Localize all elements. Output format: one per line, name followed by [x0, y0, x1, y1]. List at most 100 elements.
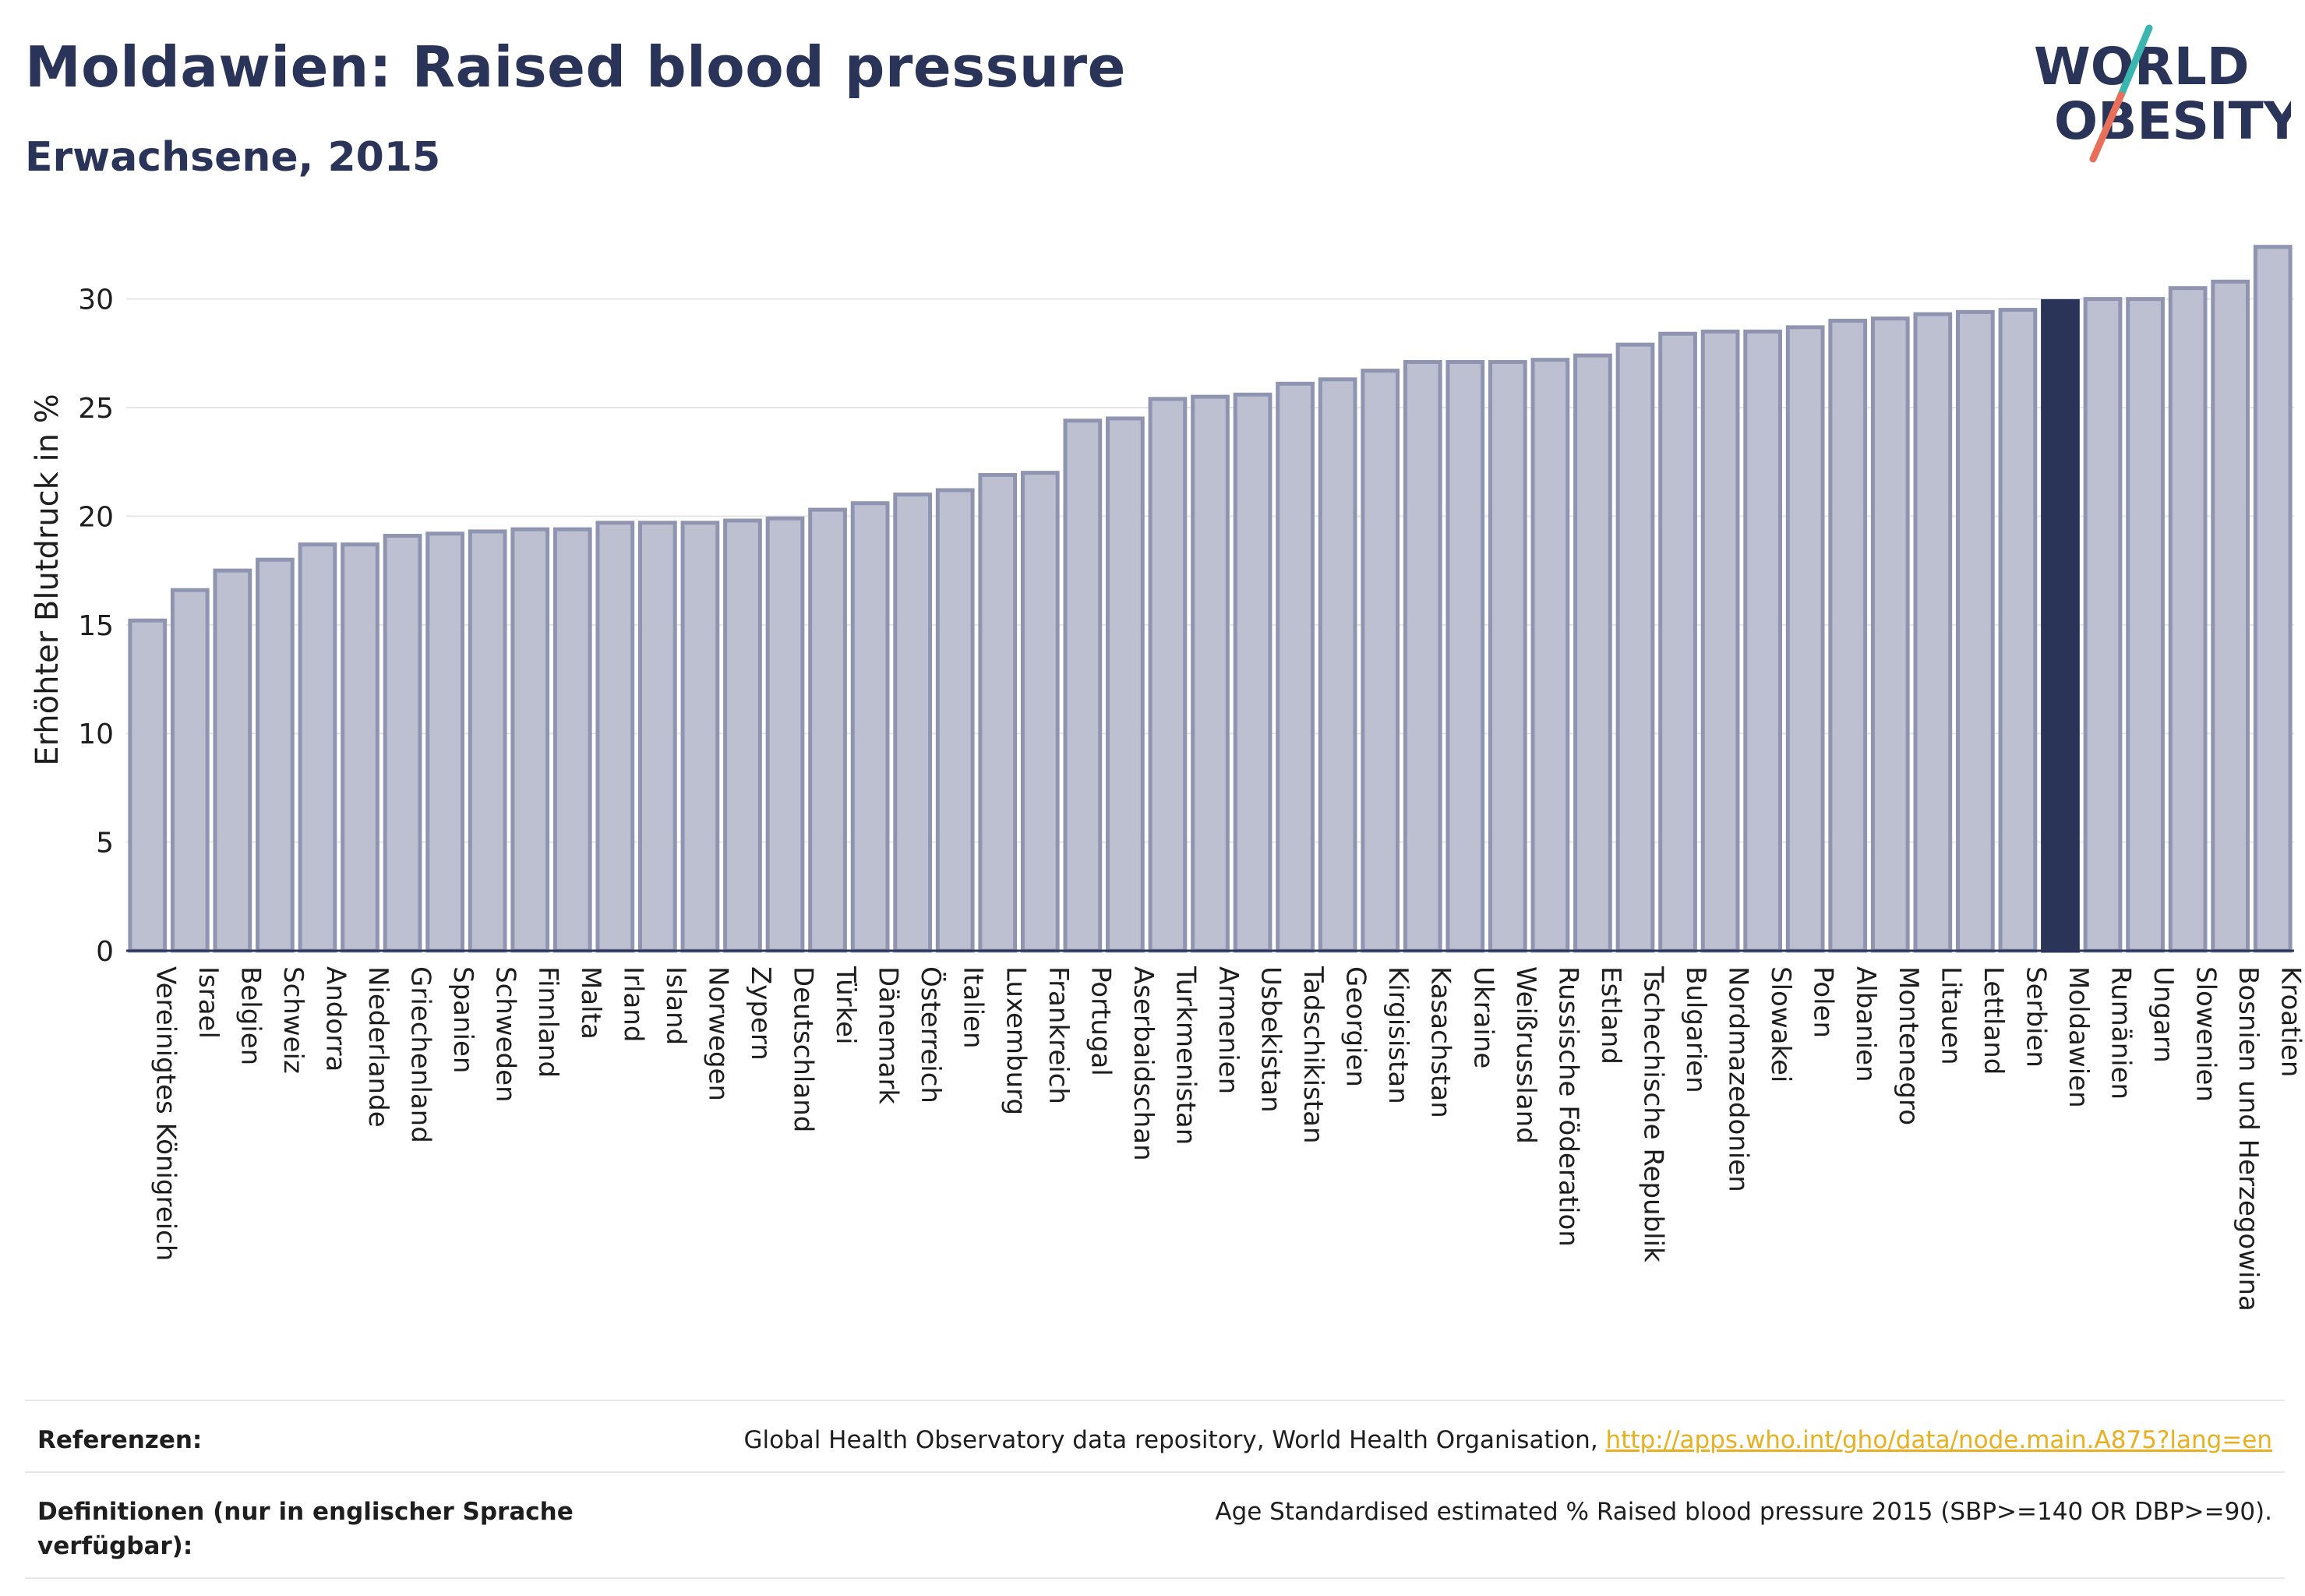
bar-46[interactable] [2083, 297, 2123, 953]
bar-17[interactable] [850, 501, 890, 953]
bar-49[interactable] [2211, 279, 2250, 953]
bar-2[interactable] [213, 568, 252, 953]
bar-31[interactable] [1445, 359, 1485, 953]
x-tick-label-31: Ukraine [1467, 966, 1498, 1068]
x-tick-label-4: Andorra [319, 966, 351, 1072]
x-tick-label-13: Norwegen [702, 966, 733, 1101]
bar-48[interactable] [2168, 286, 2208, 953]
x-tick-label-21: Frankreich [1043, 966, 1074, 1104]
x-tick-label-25: Armenien [1213, 966, 1244, 1094]
logo-slash-teal [2117, 24, 2153, 99]
bar-38[interactable] [1743, 329, 1783, 953]
bar-29[interactable] [1361, 369, 1400, 953]
bar-5[interactable] [341, 542, 379, 953]
x-tick-label-0: Vereinigtes Königreich [150, 966, 181, 1261]
bar-1[interactable] [170, 588, 210, 953]
definitions-value: Age Standardised estimated % Raised bloo… [1215, 1498, 2272, 1526]
bar-28[interactable] [1318, 377, 1357, 953]
x-tick-label-44: Serbien [2020, 966, 2051, 1068]
chart-subtitle: Erwachsene, 2015 [25, 134, 441, 181]
bar-42[interactable] [1913, 312, 1953, 953]
bar-9[interactable] [510, 527, 550, 953]
bar-6[interactable] [383, 534, 422, 953]
x-tick-label-30: Kasachstan [1425, 966, 1456, 1118]
bar-11[interactable] [595, 521, 635, 953]
x-tick-label-45: Moldawien [2063, 966, 2094, 1108]
x-tick-label-50: Kroatien [2275, 966, 2305, 1077]
bar-32[interactable] [1488, 359, 1527, 953]
footer: Referenzen: Global Health Observatory da… [25, 1400, 2285, 1579]
bar-33[interactable] [1530, 358, 1570, 953]
x-tick-label-12: Island [660, 966, 691, 1045]
bar-40[interactable] [1828, 319, 1868, 953]
bar-36[interactable] [1658, 331, 1697, 953]
bar-20[interactable] [978, 472, 1018, 953]
y-tick-label-0: 0 [96, 936, 114, 968]
bar-39[interactable] [1785, 325, 1825, 953]
bar-19[interactable] [935, 488, 975, 953]
x-tick-label-18: Österreich [915, 966, 947, 1103]
x-tick-label-49: Bosnien und Herzegowina [2233, 966, 2264, 1312]
bar-27[interactable] [1276, 381, 1315, 953]
bar-7[interactable] [425, 531, 464, 953]
x-tick-label-40: Albanien [1850, 966, 1881, 1082]
x-tick-label-20: Luxemburg [1000, 966, 1031, 1115]
bar-12[interactable] [637, 521, 677, 953]
x-tick-label-34: Estland [1595, 966, 1626, 1065]
bar-14[interactable] [723, 518, 762, 953]
x-tick-label-6: Griechenland [405, 966, 436, 1143]
bar-34[interactable] [1573, 353, 1612, 953]
references-label: Referenzen: [37, 1426, 203, 1454]
x-tick-label-46: Rumänien [2106, 966, 2137, 1100]
bars [128, 245, 2293, 953]
bar-22[interactable] [1063, 418, 1103, 953]
x-tick-label-15: Deutschland [788, 966, 819, 1132]
bar-18[interactable] [893, 493, 933, 953]
definitions-row: Definitionen (nur in englischer Sprache … [25, 1471, 2285, 1579]
bar-16[interactable] [808, 507, 847, 953]
x-tick-label-23: Aserbaidschan [1128, 966, 1159, 1161]
bar-30[interactable] [1403, 359, 1442, 953]
x-tick-label-39: Polen [1808, 966, 1839, 1038]
x-tick-label-26: Usbekistan [1255, 966, 1287, 1113]
bar-45[interactable] [2041, 298, 2080, 953]
x-tick-label-43: Lettland [1978, 966, 2009, 1075]
references-row: Referenzen: Global Health Observatory da… [25, 1400, 2285, 1471]
bar-chart: 0 5 10 15 20 25 30 Vereinigtes Königreich Israe… [30, 245, 2305, 1312]
x-tick-label-36: Bulgarien [1680, 966, 1711, 1093]
logo-slash-coral [2089, 91, 2125, 163]
bar-50[interactable] [2253, 245, 2293, 953]
bar-37[interactable] [1700, 329, 1740, 953]
bar-13[interactable] [680, 521, 720, 953]
references-link[interactable]: http://apps.who.int/gho/data/node.main.A… [1605, 1426, 2272, 1454]
x-tick-label-32: Weißrussland [1510, 966, 1541, 1144]
bar-23[interactable] [1106, 416, 1145, 953]
x-tick-label-3: Schweiz [277, 966, 309, 1074]
x-tick-label-27: Tadschikistan [1297, 966, 1329, 1144]
bar-0[interactable] [128, 618, 168, 953]
x-tick-label-22: Portugal [1085, 966, 1116, 1076]
x-tick-label-28: Georgien [1340, 966, 1371, 1087]
bar-21[interactable] [1020, 471, 1060, 953]
bar-24[interactable] [1148, 397, 1188, 953]
bar-44[interactable] [1998, 308, 2038, 953]
bar-35[interactable] [1615, 342, 1655, 953]
x-tick-label-35: Tschechische Republik [1637, 966, 1668, 1262]
x-tick-label-24: Turkmenistan [1170, 966, 1201, 1145]
bar-15[interactable] [765, 516, 805, 953]
bar-3[interactable] [256, 557, 295, 953]
x-tick-label-42: Litauen [1935, 966, 1966, 1065]
bar-10[interactable] [552, 527, 592, 953]
y-tick-label-25: 25 [78, 393, 114, 425]
y-tick-label-15: 15 [78, 610, 114, 642]
bar-8[interactable] [468, 529, 507, 953]
references-value: Global Health Observatory data repositor… [583, 1423, 2272, 1457]
bar-26[interactable] [1233, 392, 1273, 953]
x-tick-label-37: Nordmazedonien [1723, 966, 1754, 1192]
bar-25[interactable] [1191, 394, 1230, 953]
bar-47[interactable] [2126, 297, 2165, 953]
y-tick-label-10: 10 [78, 719, 114, 750]
bar-4[interactable] [298, 542, 337, 953]
bar-41[interactable] [1870, 316, 1910, 953]
bar-43[interactable] [1956, 309, 1995, 953]
